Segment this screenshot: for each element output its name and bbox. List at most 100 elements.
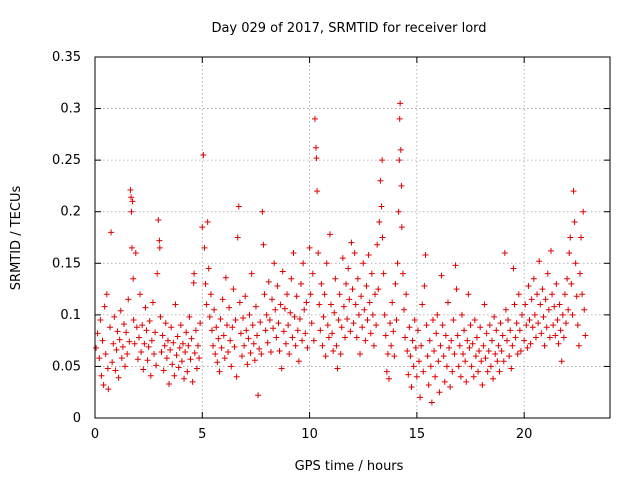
data-point [271, 260, 278, 267]
y-tick-labels: 0 0.05 0.1 0.15 0.2 0.25 0.3 0.35 [52, 50, 81, 426]
y-tick-label: 0.05 [52, 359, 81, 374]
data-point [213, 324, 220, 331]
data-point [319, 342, 326, 349]
data-point [557, 327, 564, 334]
data-point [461, 327, 468, 334]
data-point [537, 301, 544, 308]
data-point [490, 375, 497, 382]
data-point [122, 363, 129, 370]
data-point [494, 358, 501, 365]
data-point [339, 255, 346, 262]
data-point [93, 344, 100, 351]
data-point [341, 334, 348, 341]
data-point [446, 344, 453, 351]
data-point [549, 291, 556, 298]
data-point [113, 346, 120, 353]
data-point [477, 324, 484, 331]
data-point [163, 355, 170, 362]
data-point [488, 337, 495, 344]
data-point [529, 324, 536, 331]
data-point [232, 317, 239, 324]
data-point [481, 301, 488, 308]
data-point [447, 384, 454, 391]
data-point [196, 355, 203, 362]
data-point [478, 358, 485, 365]
data-point [421, 282, 428, 289]
data-point [208, 327, 215, 334]
data-point [249, 322, 256, 329]
data-point [255, 392, 262, 399]
data-point [368, 270, 375, 277]
data-point [419, 301, 426, 308]
y-tick-label: 0 [73, 411, 81, 426]
data-point [277, 301, 284, 308]
data-point [266, 317, 273, 324]
data-point [207, 291, 214, 298]
data-point [370, 342, 377, 349]
data-point [245, 335, 252, 342]
data-point [235, 203, 242, 210]
data-point [411, 317, 418, 324]
data-point [108, 229, 115, 236]
data-point [104, 365, 111, 372]
data-point [582, 332, 589, 339]
data-point [482, 355, 489, 362]
data-point [470, 373, 477, 380]
data-point [479, 381, 486, 388]
data-point [172, 301, 179, 308]
data-point [397, 100, 404, 107]
data-point [456, 342, 463, 349]
data-point [544, 270, 551, 277]
data-point [469, 340, 476, 347]
data-point [238, 353, 245, 360]
data-point [265, 278, 272, 285]
data-point [563, 320, 570, 327]
data-point [406, 324, 413, 331]
data-point [352, 301, 359, 308]
data-point [145, 343, 152, 350]
data-point [348, 239, 355, 246]
data-point [161, 342, 168, 349]
data-point [244, 361, 251, 368]
data-point [202, 280, 209, 287]
data-point [274, 282, 281, 289]
data-point [144, 357, 151, 364]
data-point [396, 115, 403, 122]
data-point [521, 337, 528, 344]
data-point [546, 334, 553, 341]
data-point [304, 344, 311, 351]
data-point [291, 313, 298, 320]
x-tick-label: 15 [409, 427, 426, 442]
data-point [538, 330, 545, 337]
data-point [191, 350, 198, 357]
data-point [195, 342, 201, 349]
data-point [547, 247, 554, 254]
data-point [486, 322, 493, 329]
data-point [193, 365, 200, 372]
data-point [460, 351, 467, 358]
data-point [504, 337, 510, 344]
data-point [550, 322, 557, 329]
data-point [383, 368, 390, 375]
data-point [552, 332, 559, 339]
data-point [380, 270, 387, 277]
data-point [502, 306, 509, 313]
data-point [402, 334, 409, 341]
data-point [495, 342, 502, 349]
data-point [210, 342, 217, 349]
data-point [440, 353, 447, 360]
data-point [160, 367, 167, 374]
chart-title: Day 029 of 2017, SRMTID for receiver lor… [211, 21, 486, 36]
data-point [166, 380, 173, 387]
data-point [543, 324, 550, 331]
data-point [323, 260, 330, 267]
data-point [218, 344, 225, 351]
data-point [321, 291, 328, 298]
data-point [417, 394, 424, 401]
data-point [301, 306, 308, 313]
data-point [523, 322, 530, 329]
data-point [514, 351, 521, 358]
data-point [528, 296, 535, 303]
data-point [191, 270, 198, 277]
data-point [257, 319, 264, 326]
